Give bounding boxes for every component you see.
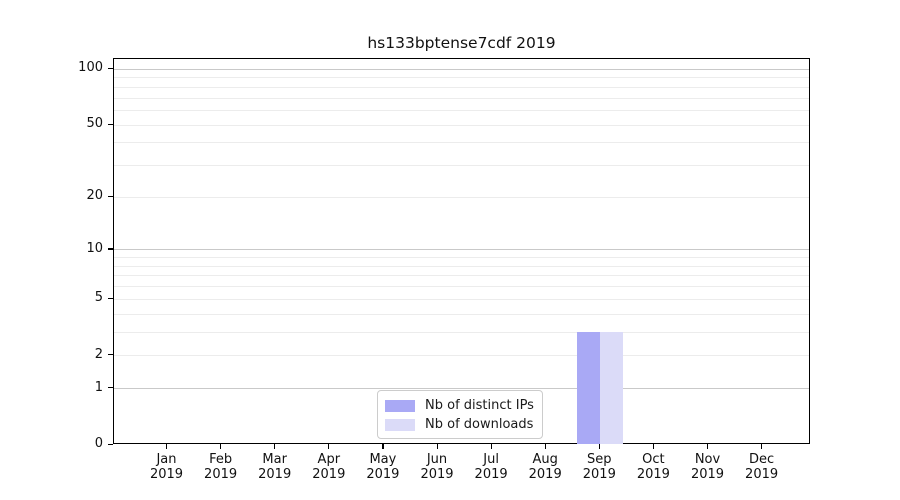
bar-nb-of-downloads-sep-2019 bbox=[600, 332, 624, 444]
gridline-y-2 bbox=[114, 355, 809, 357]
chart-title: hs133bptense7cdf 2019 bbox=[367, 34, 556, 52]
gridline-y-8 bbox=[114, 265, 809, 267]
x-tick-label-jul-2019: Jul 2019 bbox=[474, 452, 508, 482]
gridline-y-1 bbox=[114, 388, 809, 390]
bar-nb-of-distinct-ips-sep-2019 bbox=[577, 332, 601, 444]
x-tick-mark-sep bbox=[598, 444, 600, 449]
x-tick-label-feb-2019: Feb 2019 bbox=[204, 452, 238, 482]
y-tick-mark-5 bbox=[108, 297, 113, 299]
y-tick-label-50: 50 bbox=[86, 116, 103, 132]
y-tick-label-1: 1 bbox=[94, 379, 103, 395]
y-tick-mark-100 bbox=[108, 67, 113, 70]
y-tick-mark-50 bbox=[108, 123, 113, 125]
gridline-y-5 bbox=[114, 298, 809, 300]
y-tick-label-100: 100 bbox=[78, 60, 103, 76]
x-tick-mark-jan bbox=[166, 444, 168, 449]
legend-swatch-downloads-icon bbox=[385, 418, 415, 431]
plot-area: Nb of distinct IPs Nb of downloads bbox=[113, 58, 810, 444]
bars bbox=[114, 59, 809, 444]
x-tick-label-aug-2019: Aug 2019 bbox=[528, 452, 562, 482]
legend-item-distinct-ips: Nb of distinct IPs bbox=[385, 397, 534, 414]
y-tick-mark-2 bbox=[108, 354, 113, 356]
y-tick-mark-20 bbox=[108, 195, 113, 197]
x-tick-mark-nov bbox=[707, 444, 709, 449]
gridline-y-100 bbox=[114, 68, 809, 70]
gridline-y-9 bbox=[114, 257, 809, 259]
gridline-y-20 bbox=[114, 196, 809, 198]
x-tick-label-apr-2019: Apr 2019 bbox=[312, 452, 346, 482]
gridline-y-90 bbox=[114, 77, 809, 79]
x-tick-mark-mar bbox=[274, 444, 276, 449]
y-tick-label-20: 20 bbox=[86, 188, 103, 204]
legend-label-distinct-ips: Nb of distinct IPs bbox=[425, 397, 534, 413]
gridline-y-50 bbox=[114, 124, 809, 126]
gridline-y-6 bbox=[114, 286, 809, 288]
x-tick-label-sep-2019: Sep 2019 bbox=[582, 452, 616, 482]
y-tick-label-2: 2 bbox=[94, 346, 103, 362]
gridline-y-3 bbox=[114, 331, 809, 333]
x-tick-mark-aug bbox=[544, 444, 546, 449]
gridline-y-40 bbox=[114, 142, 809, 144]
x-tick-mark-apr bbox=[328, 444, 330, 449]
x-tick-mark-jul bbox=[490, 444, 492, 449]
y-tick-label-0: 0 bbox=[94, 436, 103, 451]
x-tick-mark-may bbox=[382, 444, 384, 449]
gridline-y-60 bbox=[114, 109, 809, 111]
x-tick-label-jun-2019: Jun 2019 bbox=[420, 452, 454, 482]
legend-label-downloads: Nb of downloads bbox=[425, 416, 534, 432]
gridline-y-80 bbox=[114, 86, 809, 88]
x-tick-mark-dec bbox=[761, 444, 763, 449]
legend-item-downloads: Nb of downloads bbox=[385, 416, 533, 433]
gridline-y-70 bbox=[114, 97, 809, 99]
x-tick-mark-jun bbox=[436, 444, 438, 449]
y-tick-mark-1 bbox=[108, 387, 113, 389]
x-tick-label-dec-2019: Dec 2019 bbox=[745, 452, 779, 482]
y-tick-mark-0 bbox=[108, 443, 113, 445]
y-tick-label-10: 10 bbox=[86, 240, 103, 256]
legend: Nb of distinct IPs Nb of downloads bbox=[377, 390, 543, 439]
gridline-y-7 bbox=[114, 275, 809, 277]
x-tick-label-jan-2019: Jan 2019 bbox=[149, 452, 184, 482]
x-tick-label-nov-2019: Nov 2019 bbox=[690, 452, 725, 482]
x-tick-label-mar-2019: Mar 2019 bbox=[258, 452, 292, 482]
y-axis: 0 1 2 5 10 20 50 100 bbox=[0, 58, 113, 451]
gridline-y-30 bbox=[114, 165, 809, 167]
y-tick-label-5: 5 bbox=[94, 290, 103, 306]
y-tick-mark-10 bbox=[108, 248, 113, 250]
x-tick-label-oct-2019: Oct 2019 bbox=[636, 452, 670, 482]
x-tick-mark-feb bbox=[220, 444, 222, 449]
x-axis: Jan 2019 Feb 2019 Mar 2019 Apr 2019 May 2019… bbox=[113, 444, 810, 499]
x-tick-mark-oct bbox=[652, 444, 655, 449]
gridline-y-4 bbox=[114, 313, 809, 315]
legend-swatch-distinct-ips-icon bbox=[385, 399, 415, 412]
gridline-y-10 bbox=[114, 249, 809, 251]
x-tick-label-may-2019: May 2019 bbox=[366, 452, 400, 482]
gridlines bbox=[114, 59, 809, 443]
